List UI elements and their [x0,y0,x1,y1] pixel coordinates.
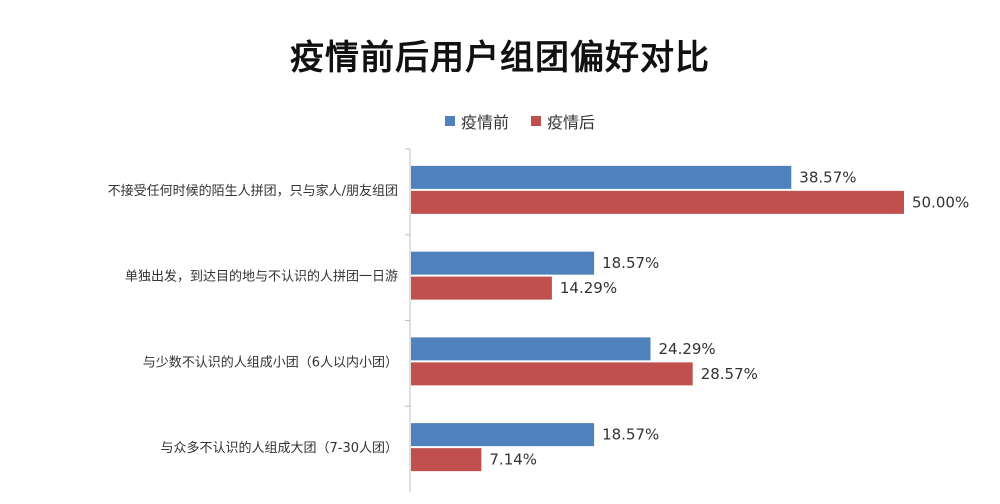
data-label: 24.29% [658,340,715,358]
legend-item-after: 疫情后 [531,109,595,133]
bar-after [411,448,482,472]
data-label: 14.29% [560,279,617,297]
data-label: 28.57% [701,365,758,383]
category-label: 与少数不认识的人组成小团（6人以内小团） [143,354,398,370]
bar-before [411,165,792,189]
legend: 疫情前 疫情后 [0,109,1000,133]
data-label: 18.57% [602,254,659,272]
chart-title: 疫情前后用户组团偏好对比 [290,38,710,78]
data-label: 18.57% [602,426,659,444]
category-label: 不接受任何时候的陌生人拼团，只与家人/朋友组团 [108,183,398,199]
legend-swatch-before [444,116,455,126]
bar-before [411,337,651,361]
legend-label-before: 疫情前 [460,113,509,132]
legend-label-after: 疫情后 [547,113,596,132]
legend-item-before: 疫情前 [444,109,509,133]
legend-swatch-after [531,116,541,126]
bar-after [411,362,693,386]
bar-after [411,276,552,300]
bar-before [411,251,595,275]
data-label: 38.57% [799,168,856,186]
data-label: 50.00% [912,193,969,211]
bar-before [411,423,595,447]
category-label: 单独出发，到达目的地与不认识的人拼团一日游 [125,269,398,285]
bar-after [411,190,904,214]
category-label: 与众多不认识的人组成大团（7-30人团） [160,440,398,456]
data-label: 7.14% [489,451,537,469]
